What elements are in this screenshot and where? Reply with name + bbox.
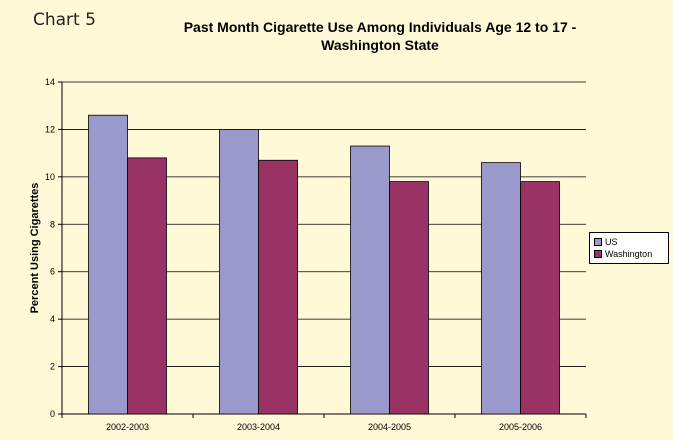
legend-item-us: US <box>594 236 664 248</box>
x-tick-label: 2005-2006 <box>499 422 542 432</box>
y-tick-label: 14 <box>45 77 55 87</box>
y-axis-title: Percent Using Cigarettes <box>29 183 41 314</box>
legend: US Washington <box>589 232 669 264</box>
legend-label-washington: Washington <box>605 249 653 259</box>
bar-washington-2002-2003 <box>127 157 167 415</box>
chart-title-line-2: Washington State <box>321 37 439 53</box>
legend-label-us: US <box>605 237 618 247</box>
y-tick-label: 10 <box>45 172 55 182</box>
bar-us-2003-2004 <box>219 129 259 415</box>
bar-us-2005-2006 <box>481 162 521 415</box>
bar-us-2004-2005 <box>350 145 390 415</box>
x-tick-label: 2003-2004 <box>237 422 280 432</box>
legend-swatch-us <box>594 238 602 246</box>
chart-number-label: Chart 5 <box>33 10 96 30</box>
x-tick-label: 2002-2003 <box>106 422 149 432</box>
bar-washington-2004-2005 <box>389 181 429 415</box>
x-tick-label: 2004-2005 <box>368 422 411 432</box>
y-tick-label: 12 <box>45 124 55 134</box>
y-tick-label: 4 <box>50 314 55 324</box>
bar-washington-2005-2006 <box>520 181 560 415</box>
legend-item-washington: Washington <box>594 248 664 260</box>
y-tick-label: 0 <box>50 409 55 419</box>
y-tick-label: 6 <box>50 267 55 277</box>
chart-title-line-1: Past Month Cigarette Use Among Individua… <box>183 19 577 35</box>
y-tick-label: 8 <box>50 219 55 229</box>
bar-washington-2003-2004 <box>258 159 298 415</box>
bar-us-2002-2003 <box>88 114 128 415</box>
legend-swatch-washington <box>594 250 602 258</box>
y-tick-label: 2 <box>50 362 55 372</box>
chart-title: Past Month Cigarette Use Among Individua… <box>150 18 610 54</box>
